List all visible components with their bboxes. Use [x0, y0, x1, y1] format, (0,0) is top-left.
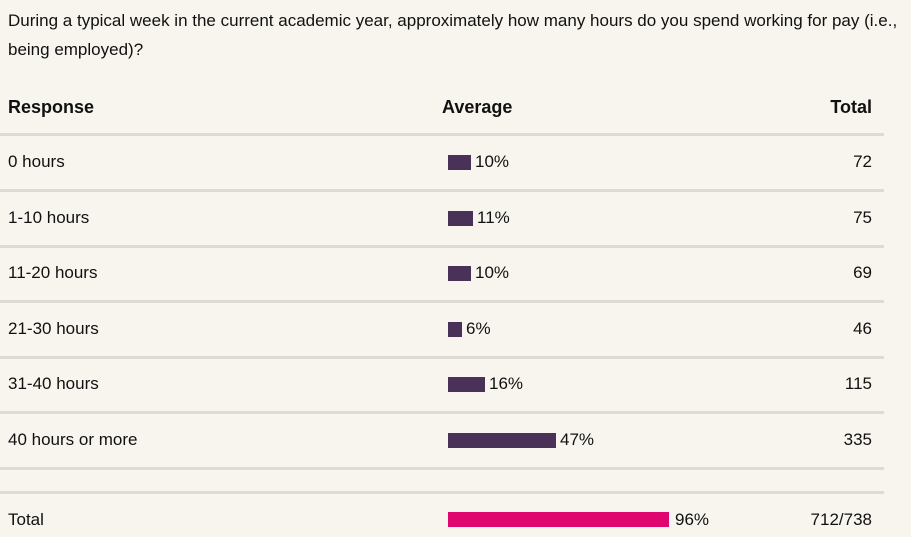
row-separator	[0, 300, 884, 303]
average-bar	[448, 266, 471, 281]
response-label: 1-10 hours	[8, 208, 90, 227]
average-bar	[448, 377, 485, 392]
survey-question: During a typical week in the current aca…	[8, 11, 898, 59]
row-separator	[0, 411, 884, 414]
response-label: 11-20 hours	[8, 263, 98, 282]
response-total: 46	[853, 319, 872, 338]
summary-total: 712/738	[810, 510, 872, 529]
response-total: 72	[853, 152, 872, 171]
column-header-response: Response	[8, 97, 95, 117]
response-label: 40 hours or more	[8, 430, 138, 449]
response-total: 75	[853, 208, 872, 227]
average-value: 6%	[466, 319, 491, 338]
average-value: 10%	[475, 152, 510, 171]
average-bar	[448, 433, 556, 448]
row-separator	[0, 491, 884, 494]
response-label: 0 hours	[8, 152, 65, 171]
response-total: 335	[843, 430, 872, 449]
summary-label: Total	[8, 510, 44, 529]
average-bar	[448, 155, 471, 170]
row-separator	[0, 133, 884, 136]
average-value: 10%	[475, 263, 510, 282]
response-label: 21-30 hours	[8, 319, 99, 338]
row-separator	[0, 356, 884, 359]
row-separator	[0, 189, 884, 192]
average-value: 11%	[477, 208, 510, 227]
response-label: 31-40 hours	[8, 374, 99, 393]
column-header-average: Average	[442, 97, 513, 117]
average-bar	[448, 322, 462, 337]
response-total: 115	[844, 374, 872, 393]
summary-bar	[448, 512, 669, 527]
summary-value: 96%	[675, 510, 710, 529]
average-bar	[448, 211, 473, 226]
column-header-total: Total	[830, 97, 872, 117]
response-total: 69	[853, 263, 872, 282]
row-separator	[0, 245, 884, 248]
row-separator	[0, 467, 884, 470]
average-value: 47%	[560, 430, 595, 449]
average-value: 16%	[489, 374, 524, 393]
